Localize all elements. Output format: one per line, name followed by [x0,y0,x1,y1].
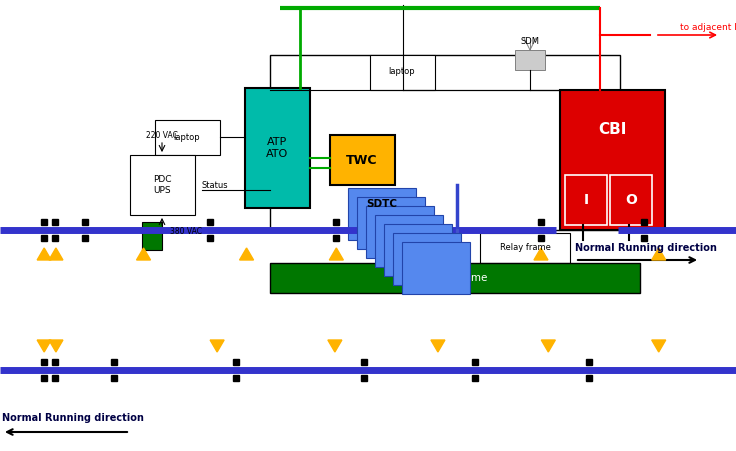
Bar [565,175,607,225]
Bar [330,135,395,185]
Text: I: I [584,193,589,207]
Text: to adjacent local ATS: to adjacent local ATS [680,23,736,32]
Polygon shape [328,340,342,352]
Text: Normal Running direction: Normal Running direction [575,243,717,253]
Polygon shape [49,340,63,352]
Text: O: O [625,193,637,207]
Bar [155,120,220,155]
Polygon shape [329,248,344,260]
Polygon shape [534,248,548,260]
Bar [515,50,545,70]
Bar [357,197,425,249]
Bar [270,263,640,293]
Text: PDC
UPS: PDC UPS [153,175,171,195]
Text: laptop: laptop [389,68,415,77]
Bar [270,55,620,230]
Bar [370,55,435,90]
Bar [402,242,470,294]
Bar [348,188,416,240]
Text: Relay frame: Relay frame [500,244,551,253]
Text: laptop: laptop [174,133,200,142]
Bar [245,88,310,208]
Bar [366,206,434,258]
Bar [393,233,461,285]
Polygon shape [37,340,52,352]
Text: SDTC: SDTC [367,199,397,209]
Text: SDM: SDM [520,37,539,46]
Bar [480,233,570,263]
Text: 380 VAC: 380 VAC [170,227,202,236]
Polygon shape [651,340,666,352]
Polygon shape [541,340,556,352]
Bar [384,224,452,276]
Polygon shape [210,340,224,352]
Polygon shape [651,248,666,260]
Polygon shape [37,248,52,260]
Polygon shape [431,248,445,260]
Bar [610,175,652,225]
Bar [560,90,665,230]
Text: 220 VAC: 220 VAC [146,132,178,141]
Text: TWC: TWC [346,153,378,166]
Bar [130,155,195,215]
Polygon shape [239,248,254,260]
Text: Cable Frame: Cable Frame [422,273,488,283]
Bar [142,222,162,250]
Text: CBI: CBI [598,123,626,138]
Polygon shape [431,340,445,352]
Bar [375,215,443,267]
Polygon shape [49,248,63,260]
Text: Status: Status [202,180,229,189]
Text: ATP
ATO: ATP ATO [266,137,288,159]
Polygon shape [136,248,151,260]
Text: Normal Running direction: Normal Running direction [2,413,144,423]
